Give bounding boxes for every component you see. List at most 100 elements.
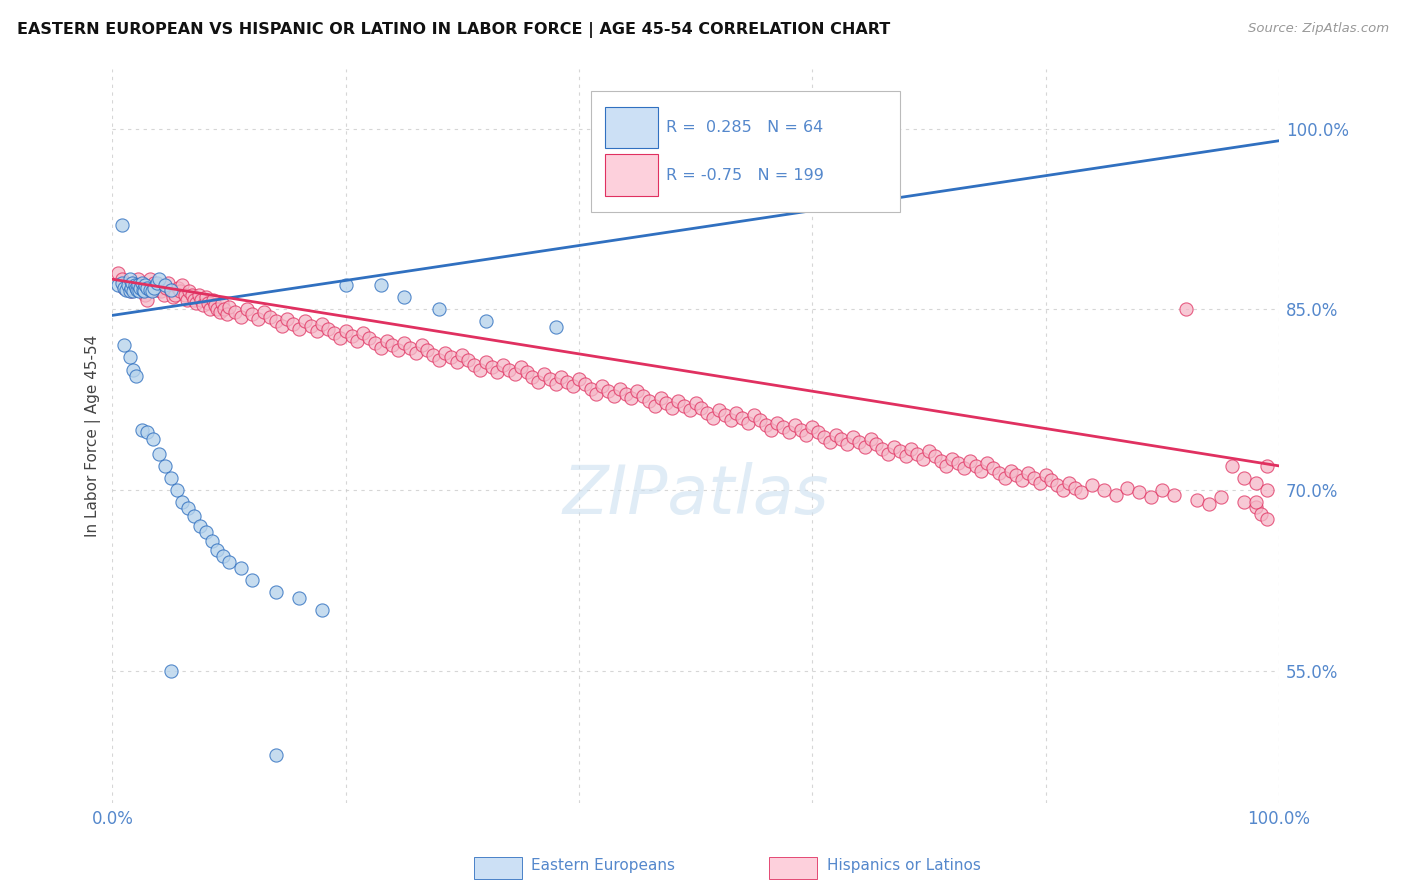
Point xyxy=(118,272,141,286)
Point xyxy=(127,278,149,293)
Point xyxy=(270,319,292,334)
Point xyxy=(122,276,145,290)
Point xyxy=(346,334,368,348)
Point xyxy=(538,372,561,386)
Point xyxy=(122,362,145,376)
Point xyxy=(1011,473,1033,487)
Point xyxy=(755,417,778,432)
Point xyxy=(148,447,170,461)
Point xyxy=(509,360,531,375)
Point xyxy=(183,293,205,307)
Point xyxy=(117,278,139,293)
Point xyxy=(145,283,167,297)
Point xyxy=(193,297,215,311)
Point xyxy=(112,280,135,294)
Point xyxy=(111,218,134,232)
Point xyxy=(153,278,176,293)
Point xyxy=(159,471,181,485)
Point xyxy=(877,447,900,461)
Point xyxy=(194,525,217,540)
Point xyxy=(201,293,224,307)
Point xyxy=(288,321,311,335)
Point xyxy=(987,466,1010,480)
Point xyxy=(194,290,217,304)
Point xyxy=(696,406,718,420)
Text: Hispanics or Latinos: Hispanics or Latinos xyxy=(827,858,980,872)
Point xyxy=(299,319,322,334)
Point xyxy=(111,276,134,290)
Point xyxy=(544,320,567,334)
Point xyxy=(550,369,572,384)
Point xyxy=(1029,475,1052,490)
Point xyxy=(129,278,152,293)
Point xyxy=(138,283,160,297)
Point xyxy=(720,413,742,427)
Point xyxy=(620,392,643,406)
Y-axis label: In Labor Force | Age 45-54: In Labor Force | Age 45-54 xyxy=(86,334,101,537)
Point xyxy=(134,288,156,302)
Point xyxy=(264,585,287,599)
Point xyxy=(830,433,852,447)
Point xyxy=(208,304,231,318)
Point xyxy=(264,747,287,762)
Point xyxy=(215,307,238,321)
Point xyxy=(859,433,882,447)
Point xyxy=(264,314,287,328)
Point xyxy=(316,321,339,335)
Point xyxy=(411,338,433,352)
Point xyxy=(143,276,166,290)
Point xyxy=(1244,495,1267,509)
Point xyxy=(392,290,415,304)
Point xyxy=(905,447,928,461)
FancyBboxPatch shape xyxy=(605,107,658,148)
Point xyxy=(159,285,181,299)
Point xyxy=(129,280,152,294)
Point xyxy=(370,341,392,355)
Point xyxy=(187,288,209,302)
Point xyxy=(207,543,229,558)
Point xyxy=(970,464,993,478)
Point xyxy=(405,345,427,359)
Point xyxy=(229,310,252,324)
Point xyxy=(392,336,415,351)
Point xyxy=(1198,497,1220,511)
Point xyxy=(801,420,824,434)
Point xyxy=(224,304,246,318)
Point xyxy=(953,461,976,475)
Point xyxy=(305,324,328,338)
Point xyxy=(533,368,555,382)
Point xyxy=(427,352,450,367)
Point xyxy=(218,300,240,314)
Point xyxy=(598,384,620,399)
Point xyxy=(731,410,754,425)
Point xyxy=(180,288,202,302)
Point xyxy=(440,351,463,365)
Point xyxy=(166,483,188,497)
Point xyxy=(789,423,811,437)
Point xyxy=(159,664,181,678)
Point xyxy=(766,416,789,430)
Point xyxy=(1063,481,1085,495)
Point xyxy=(214,302,236,317)
Text: EASTERN EUROPEAN VS HISPANIC OR LATINO IN LABOR FORCE | AGE 45-54 CORRELATION CH: EASTERN EUROPEAN VS HISPANIC OR LATINO I… xyxy=(17,22,890,38)
Point xyxy=(283,317,305,331)
Point xyxy=(177,501,200,516)
Point xyxy=(714,409,737,423)
Point xyxy=(134,278,156,293)
Point xyxy=(941,451,963,466)
Point xyxy=(1035,468,1057,483)
Point xyxy=(1005,468,1028,483)
Point xyxy=(900,442,922,456)
Point xyxy=(121,276,143,290)
Point xyxy=(125,280,148,294)
Point xyxy=(609,382,631,396)
Point xyxy=(143,280,166,294)
Point xyxy=(132,285,155,299)
Point xyxy=(399,341,422,355)
Point xyxy=(842,430,865,444)
Point xyxy=(1233,495,1256,509)
Point xyxy=(824,427,846,442)
Point xyxy=(131,423,153,437)
Point xyxy=(179,285,201,299)
Point xyxy=(1152,483,1174,497)
